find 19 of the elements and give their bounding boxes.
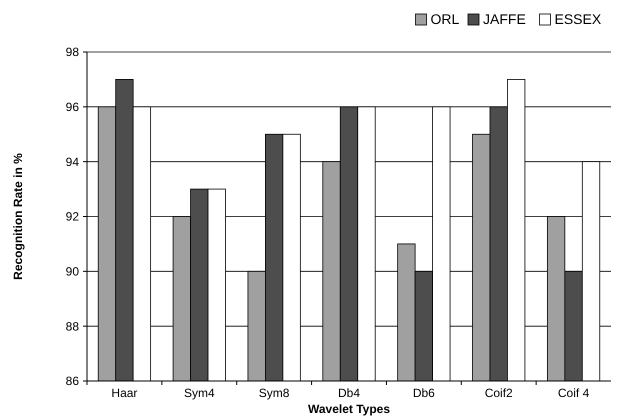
x-tick-label: Db6 — [412, 386, 436, 400]
y-tick-label: 94 — [66, 154, 80, 169]
legend-label: ESSEX — [554, 11, 602, 27]
x-tick-label: Sym8 — [258, 386, 290, 400]
y-tick-label: 92 — [66, 210, 80, 224]
legend-label: JAFFE — [483, 11, 526, 27]
x-tick-label: Coif2 — [484, 386, 514, 400]
y-tick-label: 88 — [66, 319, 80, 334]
legend-label: ORL — [430, 11, 460, 27]
x-tick-label: Coif 4 — [558, 386, 590, 400]
y-tick-label: 90 — [66, 264, 80, 279]
x-tick-label: Sym4 — [184, 386, 215, 400]
x-tick-label: Db4 — [338, 386, 360, 400]
y-tick-label: 98 — [66, 45, 80, 60]
y-axis-title: Recognition Rate in % — [11, 152, 25, 280]
x-tick-label: Haar — [111, 386, 138, 400]
x-axis-title: Wavelet Types — [308, 402, 390, 416]
y-tick-label: 86 — [66, 374, 80, 388]
y-tick-label: 96 — [66, 100, 80, 114]
